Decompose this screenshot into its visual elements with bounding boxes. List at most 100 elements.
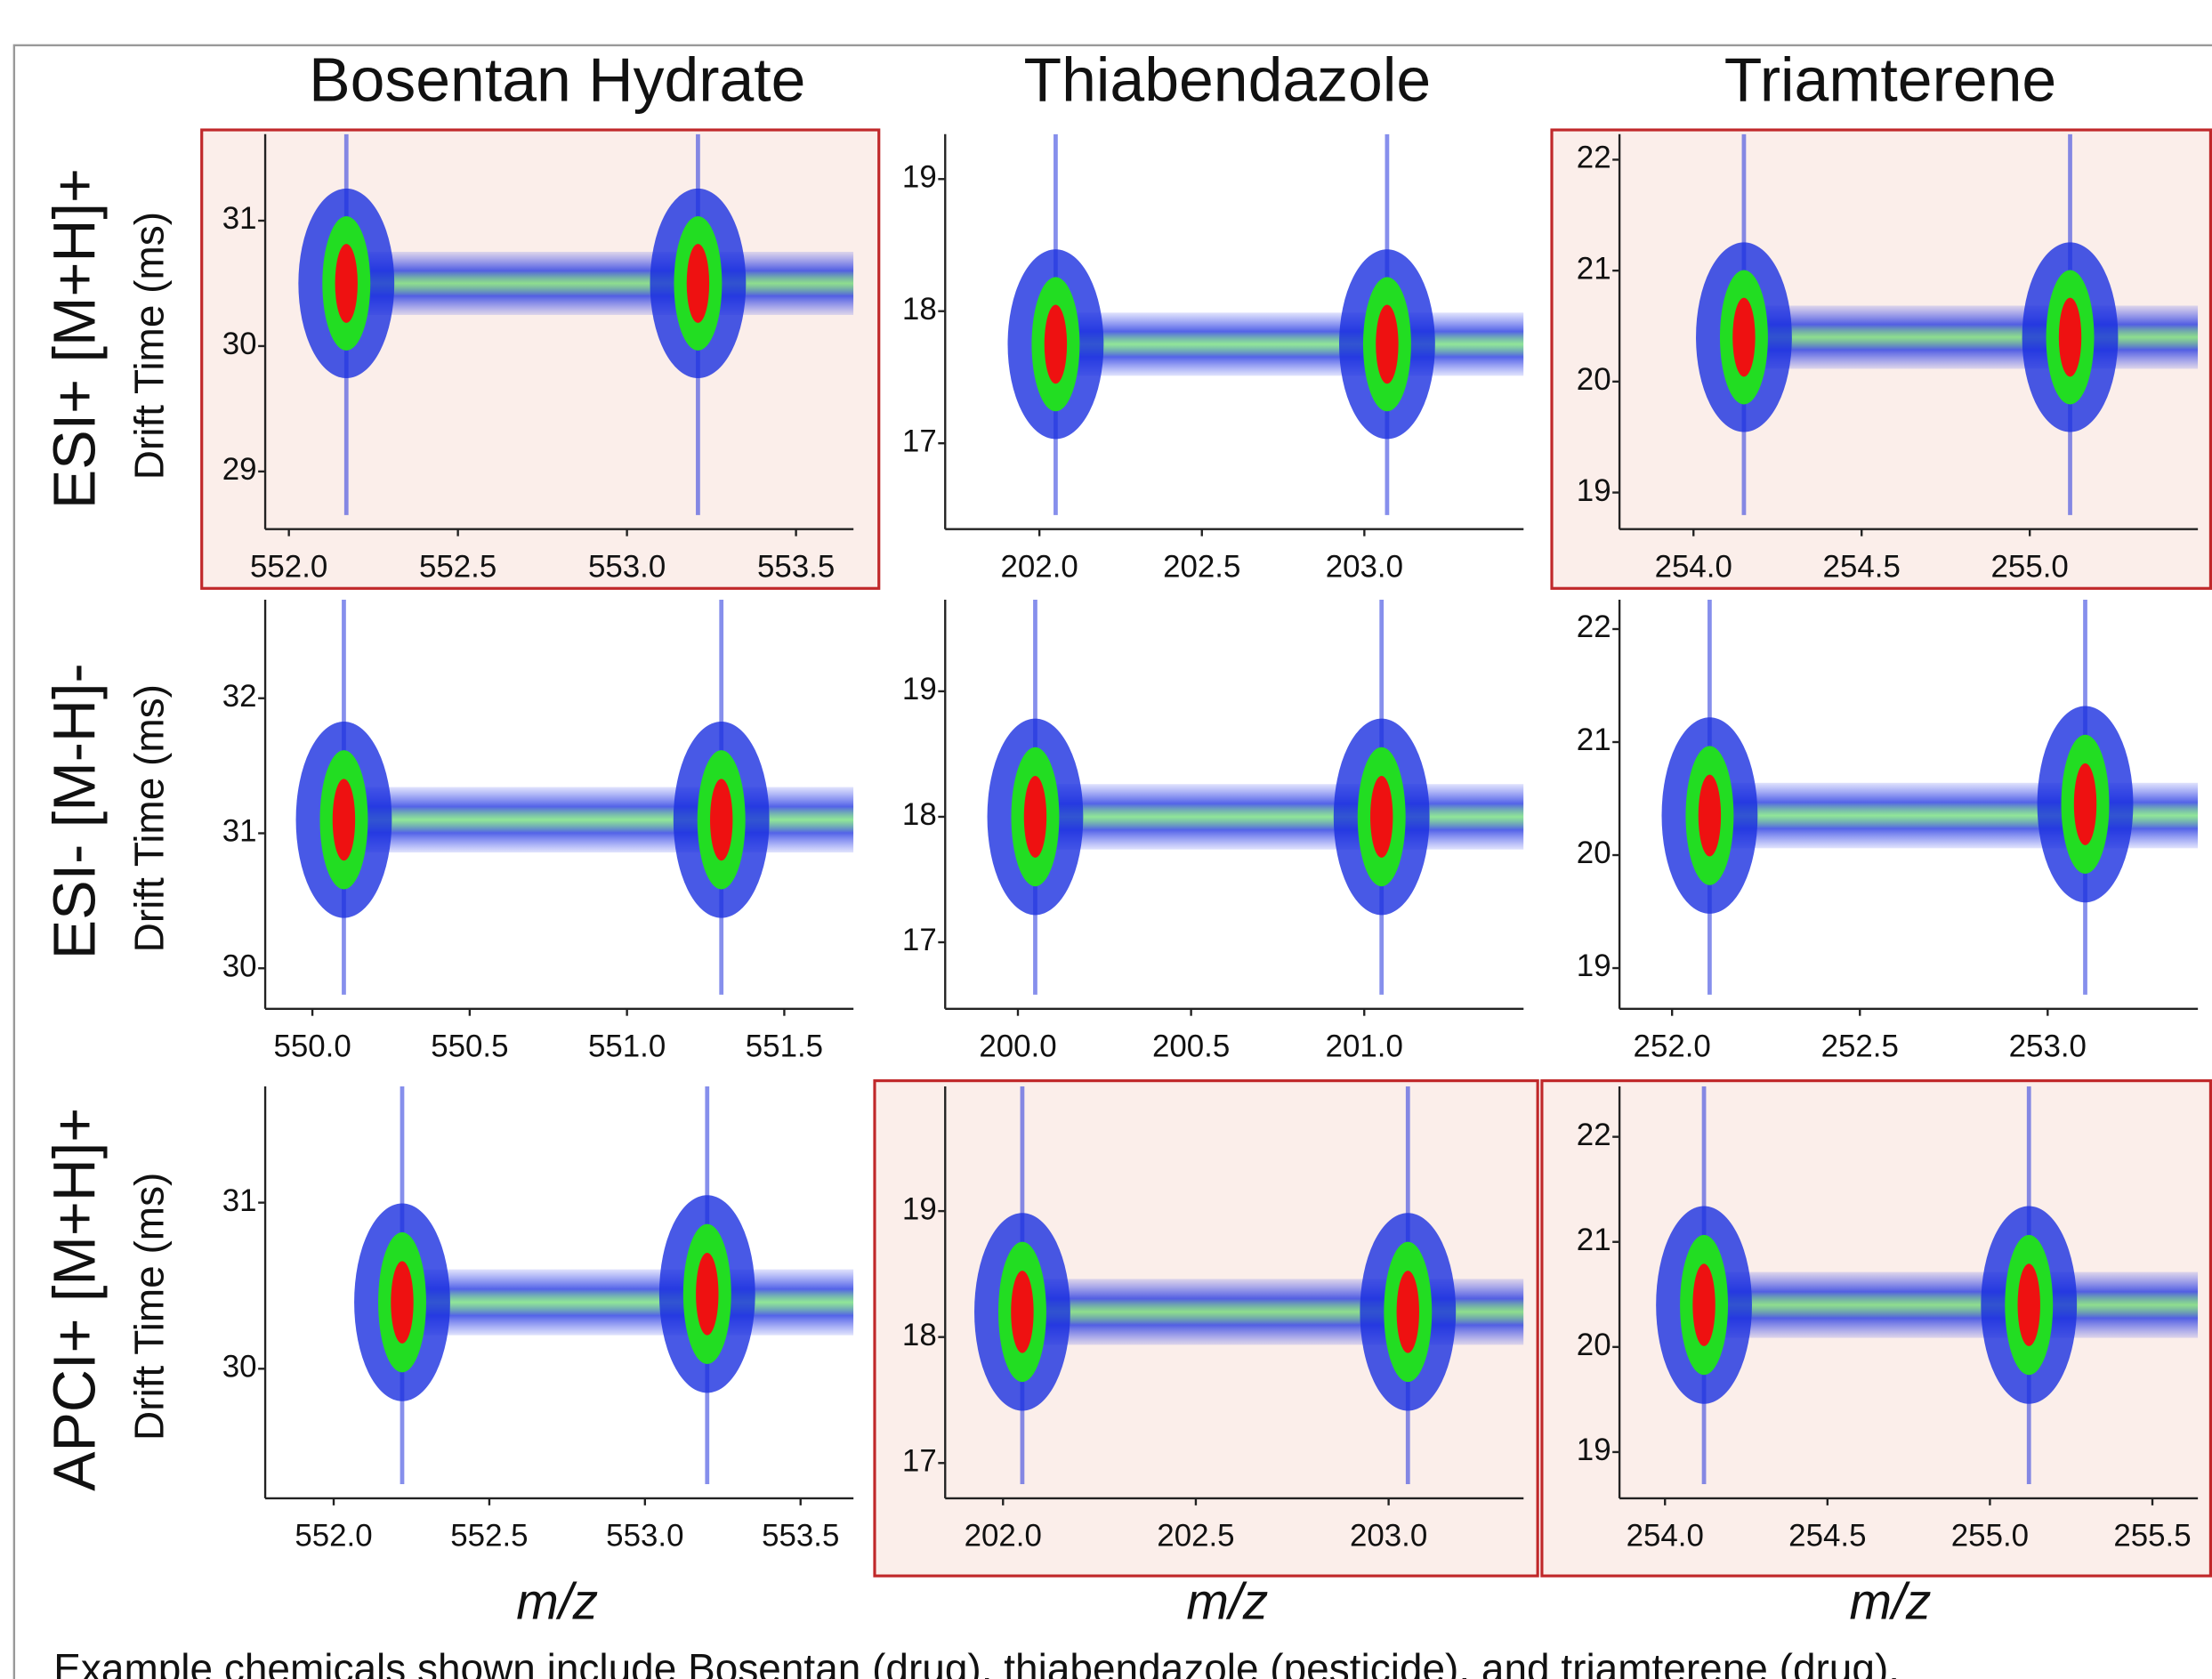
plot-area <box>354 1086 854 1485</box>
trail-band <box>401 1269 854 1336</box>
column-title: Thiabendazole <box>1024 45 1432 115</box>
x-tick-label: 252.5 <box>1821 1029 1899 1063</box>
peak-core <box>2017 1263 2040 1346</box>
y-axis-label: Drift Time (ms) <box>125 1173 172 1441</box>
plot: 30 31 552.0 552.5 553.0 553.5 <box>222 1086 854 1554</box>
y-tick-label: 17 <box>902 1443 937 1478</box>
plot-area <box>974 1086 1524 1485</box>
y-tick-label: 19 <box>902 672 937 706</box>
x-tick-label: 255.0 <box>1951 1519 2029 1554</box>
x-tick-label: 202.5 <box>1163 549 1240 584</box>
plot-area <box>1696 133 2199 515</box>
trail-band <box>346 251 854 315</box>
peak-core <box>686 244 710 323</box>
plot: 17 18 19 202.0 202.5 203.0 <box>902 1086 1524 1554</box>
y-tick-label: 32 <box>222 679 257 714</box>
trail-band <box>1743 305 2199 369</box>
y-tick-label: 19 <box>902 159 937 194</box>
y-tick-label: 31 <box>222 1183 257 1218</box>
peak-core <box>696 1253 719 1336</box>
peak-core <box>332 779 356 861</box>
x-tick-label: 203.0 <box>1326 549 1403 584</box>
y-tick-label: 19 <box>1577 1433 1611 1467</box>
plot: 19 20 21 22 252.0 252.5 253.0 <box>1577 599 2199 1063</box>
x-tick-label: 553.0 <box>606 1519 683 1554</box>
plot-area <box>1661 599 2199 995</box>
plot-area <box>987 599 1524 995</box>
peak-core <box>1044 304 1068 384</box>
plot: 30 31 32 550.0 550.5 551.0 551.5 <box>222 599 854 1063</box>
y-tick-label: 18 <box>902 1318 937 1352</box>
y-tick-label: 19 <box>1577 948 1611 983</box>
highlight-box <box>200 128 881 590</box>
x-tick-label: 255.5 <box>2113 1519 2191 1554</box>
x-tick-label: 550.0 <box>273 1029 351 1063</box>
x-tick-label: 553.5 <box>757 549 835 584</box>
plot: 19 20 21 22 254.0 254.5 255.0 <box>1577 133 2199 584</box>
x-axis-label: m/z <box>516 1573 598 1630</box>
x-tick-label: 201.0 <box>1326 1029 1403 1063</box>
y-tick-label: 20 <box>1577 1328 1611 1362</box>
peak-core <box>1023 775 1047 858</box>
trail-band <box>1035 784 1524 850</box>
x-tick-label: 200.5 <box>1152 1029 1230 1063</box>
peak-core <box>1376 304 1399 384</box>
plot: 29 30 31 552.0 552.5 553.0 553.5 <box>222 133 854 584</box>
y-tick-label: 21 <box>1577 1223 1611 1257</box>
plot: 17 18 19 202.0 202.5 203.0 <box>902 133 1524 584</box>
x-tick-label: 552.5 <box>419 549 496 584</box>
x-tick-label: 254.0 <box>1627 1519 1704 1554</box>
y-tick-label: 22 <box>1577 141 1611 175</box>
x-tick-label: 551.0 <box>588 1029 666 1063</box>
peak-core <box>1698 774 1722 857</box>
row-label: ESI- [M-H]- <box>42 663 108 959</box>
trail-band <box>343 787 854 853</box>
x-tick-label: 200.0 <box>979 1029 1056 1063</box>
y-tick-label: 21 <box>1577 251 1611 286</box>
plot: 19 20 21 22 254.0 254.5 255.0 255.5 <box>1577 1086 2199 1554</box>
x-tick-label: 552.0 <box>295 1519 372 1554</box>
y-tick-label: 30 <box>222 948 257 983</box>
y-axis-label: Drift Time (ms) <box>125 684 172 952</box>
peak-core <box>2058 297 2082 377</box>
row-label: APCI+ [M+H]+ <box>42 1108 108 1491</box>
peak-core <box>1396 1271 1419 1353</box>
column-title: Bosentan Hydrate <box>309 45 805 115</box>
y-tick-label: 22 <box>1577 1118 1611 1152</box>
y-tick-label: 31 <box>222 201 257 236</box>
y-tick-label: 22 <box>1577 609 1611 644</box>
trail-band <box>1055 312 1524 376</box>
x-tick-label: 550.5 <box>431 1029 508 1063</box>
peak-core <box>1692 1263 1716 1346</box>
peak-core <box>710 779 733 861</box>
column-title: Triamterene <box>1724 45 2056 115</box>
y-tick-label: 20 <box>1577 835 1611 870</box>
peak-core <box>1732 297 1756 377</box>
y-tick-label: 17 <box>902 923 937 957</box>
y-tick-label: 18 <box>902 797 937 832</box>
x-tick-label: 203.0 <box>1350 1519 1427 1554</box>
y-tick-label: 17 <box>902 424 937 458</box>
x-tick-label: 253.0 <box>2009 1029 2087 1063</box>
y-axis-label: Drift Time (ms) <box>125 212 172 480</box>
y-tick-label: 30 <box>222 327 257 361</box>
x-tick-label: 202.0 <box>965 1519 1042 1554</box>
plot-area <box>1656 1086 2199 1485</box>
peak-core <box>1011 1271 1034 1353</box>
caption: Example chemicals shown include Bosentan… <box>53 1645 1900 1679</box>
y-tick-label: 21 <box>1577 722 1611 757</box>
x-tick-label: 202.0 <box>1001 549 1078 584</box>
x-tick-label: 255.0 <box>1991 549 2069 584</box>
y-tick-label: 19 <box>902 1191 937 1226</box>
peak-core <box>335 244 358 323</box>
plot-area <box>1007 133 1524 515</box>
y-tick-label: 19 <box>1577 473 1611 508</box>
y-tick-label: 29 <box>222 452 257 487</box>
plot-area <box>295 599 854 995</box>
peak-core <box>2073 763 2097 845</box>
y-tick-label: 20 <box>1577 362 1611 397</box>
x-axis-label: m/z <box>1850 1573 1932 1630</box>
peak-core <box>391 1261 414 1344</box>
